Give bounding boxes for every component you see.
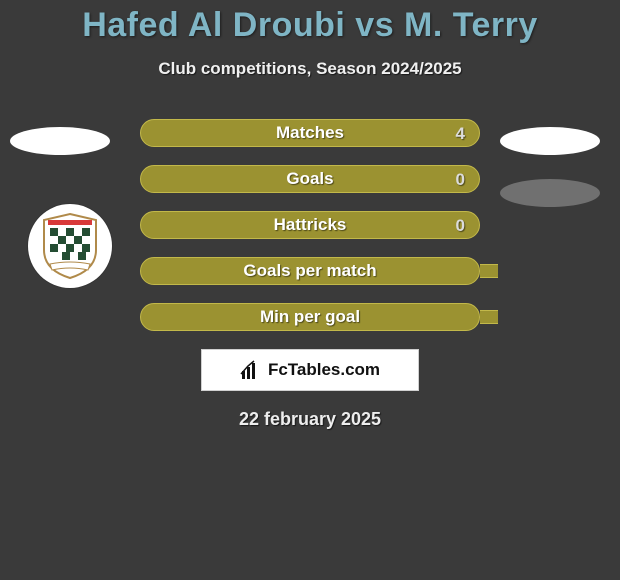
stat-row-goals-per-match: Goals per match	[140, 257, 480, 285]
stat-value-right: 4	[456, 120, 465, 148]
page-title: Hafed Al Droubi vs M. Terry	[0, 0, 620, 45]
stat-bar: Hattricks 0	[140, 211, 480, 239]
stat-label: Matches	[276, 123, 344, 143]
stat-bar-extension-icon	[480, 264, 498, 278]
player-right-shadow-icon	[500, 179, 600, 207]
stat-bar: Goals per match	[140, 257, 480, 285]
stat-row-hattricks: Hattricks 0	[140, 211, 480, 239]
bar-chart-icon	[240, 359, 262, 381]
stat-value-right: 0	[456, 212, 465, 240]
stat-label: Hattricks	[274, 215, 347, 235]
stat-bar-extension-icon	[480, 310, 498, 324]
player-right-placeholder-icon	[500, 127, 600, 155]
stat-row-min-per-goal: Min per goal	[140, 303, 480, 331]
stat-bar: Goals 0	[140, 165, 480, 193]
footer-date: 22 february 2025	[0, 409, 620, 430]
stat-bar: Min per goal	[140, 303, 480, 331]
shield-svg	[40, 212, 100, 280]
brand-text: FcTables.com	[268, 360, 380, 380]
stat-label: Min per goal	[260, 307, 360, 327]
comparison-area: Matches 4 Goals 0 Hattricks 0 Goals per …	[0, 119, 620, 430]
stat-rows: Matches 4 Goals 0 Hattricks 0 Goals per …	[140, 119, 480, 331]
stat-value-right: 0	[456, 166, 465, 194]
brand-badge[interactable]: FcTables.com	[201, 349, 419, 391]
club-crest-icon	[28, 204, 112, 288]
stat-row-matches: Matches 4	[140, 119, 480, 147]
player-left-placeholder-icon	[10, 127, 110, 155]
stat-label: Goals per match	[243, 261, 376, 281]
stat-label: Goals	[286, 169, 333, 189]
subtitle: Club competitions, Season 2024/2025	[0, 59, 620, 79]
stat-row-goals: Goals 0	[140, 165, 480, 193]
stat-bar: Matches 4	[140, 119, 480, 147]
